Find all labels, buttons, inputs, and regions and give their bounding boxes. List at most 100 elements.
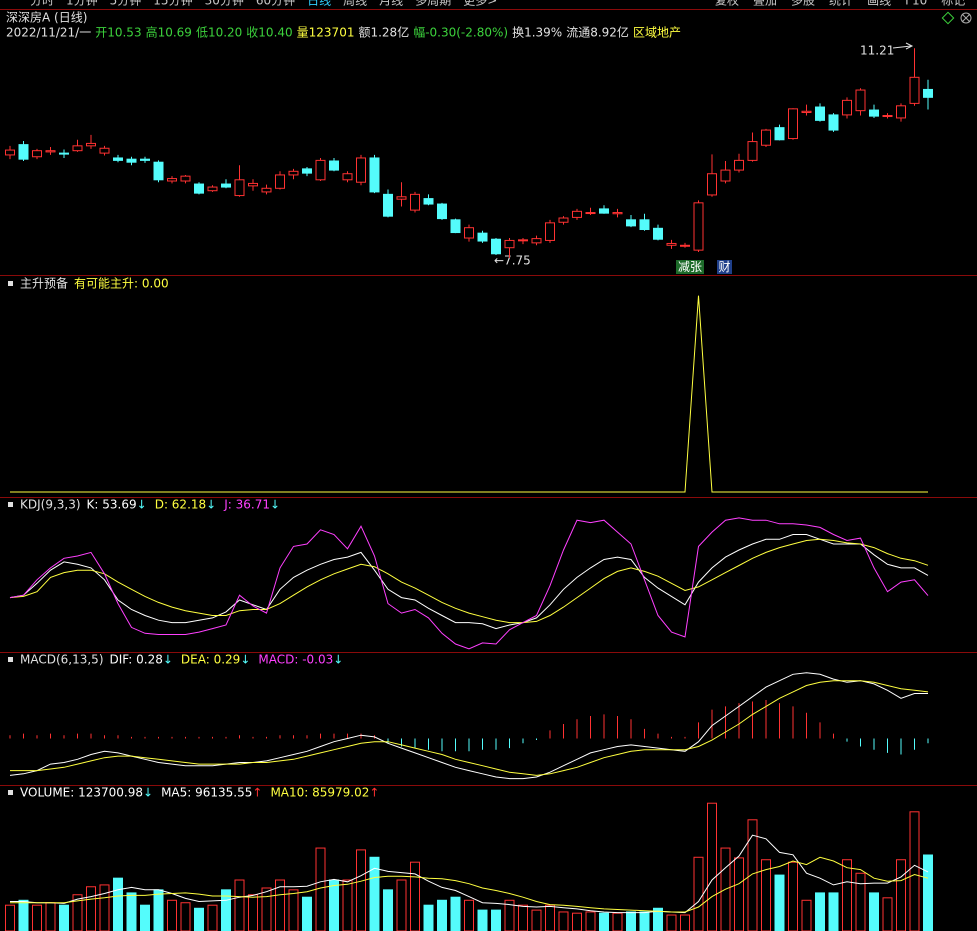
high-annotation: 11.21 bbox=[860, 44, 894, 58]
volume-bar bbox=[221, 889, 231, 931]
candle-body bbox=[86, 142, 96, 147]
candle-body bbox=[464, 227, 474, 239]
quote-info: 流通8.92亿 bbox=[566, 25, 629, 40]
indicator-line bbox=[10, 295, 928, 493]
candle-body bbox=[734, 159, 744, 171]
volume-bar bbox=[72, 894, 83, 931]
legend-trend: ↓ bbox=[240, 653, 250, 667]
volume-bar bbox=[842, 859, 852, 931]
legend-entry: DEA: 0.29 bbox=[181, 653, 240, 667]
quote-info: 区域地产 bbox=[633, 26, 681, 40]
candle-body bbox=[59, 152, 69, 155]
low-annotation: ←7.75 bbox=[494, 254, 531, 268]
toolbar-tab[interactable]: 分时 bbox=[30, 0, 54, 8]
event-marker[interactable]: 减张 bbox=[678, 260, 702, 274]
indicator-line bbox=[9, 534, 929, 630]
candle-body bbox=[504, 239, 515, 249]
toolbar-tab[interactable]: 周线 bbox=[343, 0, 367, 8]
toolbar-button[interactable]: 标记 bbox=[941, 0, 965, 8]
legend-entry: MA5: 96135.55 bbox=[161, 786, 252, 800]
volume-bar bbox=[558, 911, 569, 931]
legend-trend: ↓ bbox=[163, 653, 173, 667]
candle-body bbox=[909, 76, 920, 104]
volume-bar bbox=[504, 899, 515, 931]
volume-bar bbox=[207, 904, 218, 931]
volume-bar bbox=[450, 896, 461, 931]
toolbar-tab[interactable]: 15分钟 bbox=[153, 0, 192, 8]
toolbar-button[interactable]: F10 bbox=[905, 0, 927, 8]
legend-trend: ↓ bbox=[333, 653, 343, 667]
candle-body bbox=[32, 150, 42, 158]
legend-trend: ↓ bbox=[270, 498, 280, 512]
candle-body bbox=[167, 178, 177, 182]
candle-body bbox=[747, 141, 758, 161]
candle-body bbox=[518, 239, 528, 242]
volume-bar bbox=[545, 904, 555, 931]
candle-body bbox=[261, 187, 272, 193]
quote-info: 开10.53 bbox=[95, 26, 141, 40]
volume-bar bbox=[923, 854, 933, 931]
toolbar-tab[interactable]: 更多> bbox=[463, 0, 497, 8]
candle-body bbox=[410, 193, 420, 211]
stock-title: 深深房A (日线) bbox=[6, 10, 87, 25]
indicator-line bbox=[10, 856, 929, 913]
candle-body bbox=[869, 109, 879, 117]
quote-info: 收10.40 bbox=[246, 26, 292, 40]
volume-bar bbox=[194, 907, 204, 931]
toolbar-tab[interactable]: 60分钟 bbox=[256, 0, 295, 8]
volume-bar bbox=[585, 911, 596, 931]
icon-diamond[interactable] bbox=[941, 11, 955, 25]
candle-body bbox=[923, 88, 933, 98]
panel-title: 主升预备 bbox=[20, 277, 68, 291]
toolbar-tab[interactable]: 30分钟 bbox=[205, 0, 244, 8]
candle-body bbox=[774, 127, 785, 141]
toolbar-tab[interactable]: 5分钟 bbox=[110, 0, 142, 8]
toolbar-tab[interactable]: 多周期 bbox=[415, 0, 451, 8]
candle-body bbox=[599, 208, 609, 214]
candle-body bbox=[707, 173, 717, 196]
toolbar-tab[interactable]: 日线 bbox=[307, 0, 331, 8]
volume-bar bbox=[896, 859, 906, 931]
volume-bar bbox=[477, 909, 488, 931]
event-marker[interactable]: 财 bbox=[718, 260, 730, 274]
volume-bar bbox=[45, 902, 56, 931]
volume-bar bbox=[626, 911, 636, 931]
quote-info: 额1.28亿 bbox=[358, 25, 409, 40]
volume-bar bbox=[126, 892, 137, 931]
quote-info: 2022/11/21/一 bbox=[6, 26, 91, 40]
candle-body bbox=[329, 160, 339, 171]
volume-bar bbox=[396, 879, 407, 931]
volume-bar bbox=[342, 879, 353, 931]
legend-entry: K: 53.69 bbox=[87, 498, 137, 512]
quote-info: 幅-0.30(-2.80%) bbox=[413, 25, 508, 40]
candle-body bbox=[896, 105, 906, 119]
candle-body bbox=[356, 157, 366, 183]
candle-body bbox=[342, 173, 353, 181]
candle-body bbox=[383, 193, 393, 217]
candle-body bbox=[720, 169, 731, 182]
toolbar-button[interactable]: 画线 bbox=[867, 0, 891, 8]
candle-body bbox=[842, 99, 852, 116]
candle-body bbox=[302, 168, 312, 174]
candle-body bbox=[221, 183, 231, 188]
legend-trend: ↓ bbox=[206, 498, 216, 512]
quote-info: 低10.20 bbox=[196, 26, 242, 40]
candle-body bbox=[288, 170, 299, 176]
icon-close[interactable] bbox=[960, 12, 972, 24]
toolbar-button[interactable]: 多股 bbox=[791, 0, 815, 8]
toolbar-tab[interactable]: 月线 bbox=[379, 0, 403, 8]
volume-bar bbox=[383, 889, 393, 931]
toolbar-tab[interactable]: 1分钟 bbox=[66, 0, 98, 8]
candle-body bbox=[437, 203, 447, 220]
toolbar-button[interactable]: 统计 bbox=[829, 0, 853, 8]
candle-body bbox=[248, 182, 258, 187]
toolbar-button[interactable]: 叠加 bbox=[753, 0, 777, 8]
candle-body bbox=[815, 106, 825, 121]
volume-bar bbox=[153, 889, 164, 931]
candle-body bbox=[5, 149, 15, 156]
volume-bar bbox=[734, 857, 744, 931]
toolbar-button[interactable]: 复权 bbox=[715, 0, 739, 8]
volume-bar bbox=[639, 911, 650, 931]
panel-title: KDJ(9,3,3) bbox=[20, 498, 81, 512]
